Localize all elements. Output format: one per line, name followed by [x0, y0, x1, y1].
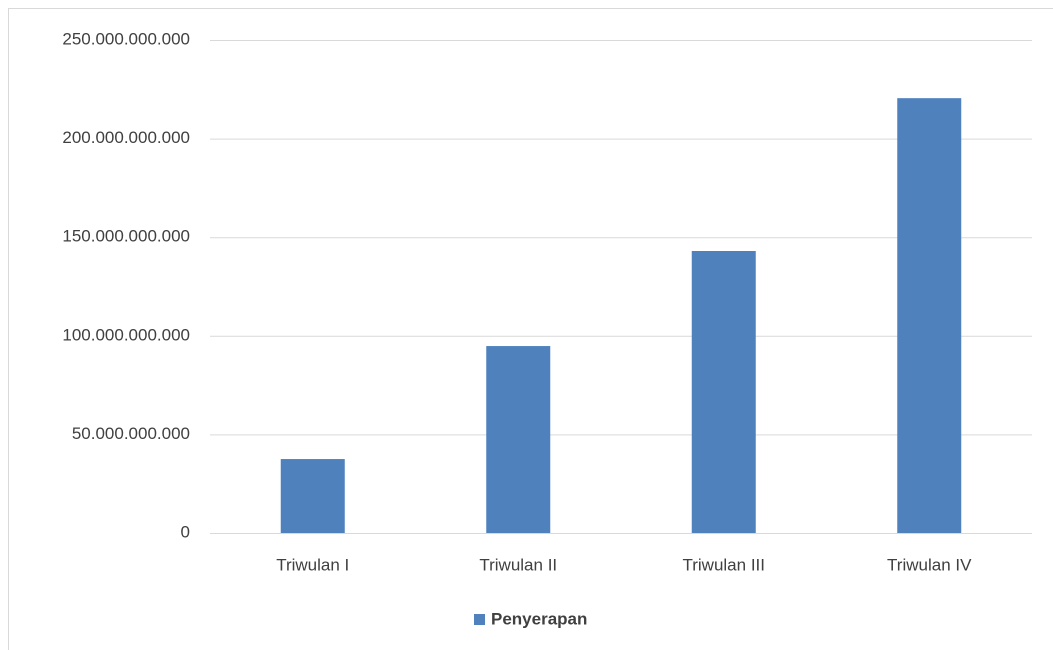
bar: [691, 251, 756, 533]
x-tick-label: Triwulan IV: [887, 555, 972, 574]
y-tick-label: 250.000.000.000: [62, 29, 190, 48]
y-tick-label: 200.000.000.000: [62, 128, 190, 147]
legend-label: Penyerapan: [491, 609, 587, 628]
legend-swatch: [474, 614, 485, 625]
chart-border: [8, 8, 1053, 650]
y-tick-label: 100.000.000.000: [62, 325, 190, 344]
x-tick-label: Triwulan III: [682, 555, 765, 574]
x-tick-label: Triwulan I: [276, 555, 349, 574]
bar: [897, 98, 962, 533]
x-tick-label: Triwulan II: [479, 555, 557, 574]
y-tick-label: 150.000.000.000: [62, 227, 190, 246]
y-tick-label: 0: [181, 522, 190, 541]
bar: [486, 346, 551, 533]
y-tick-label: 50.000.000.000: [72, 424, 190, 443]
bar: [280, 459, 345, 533]
